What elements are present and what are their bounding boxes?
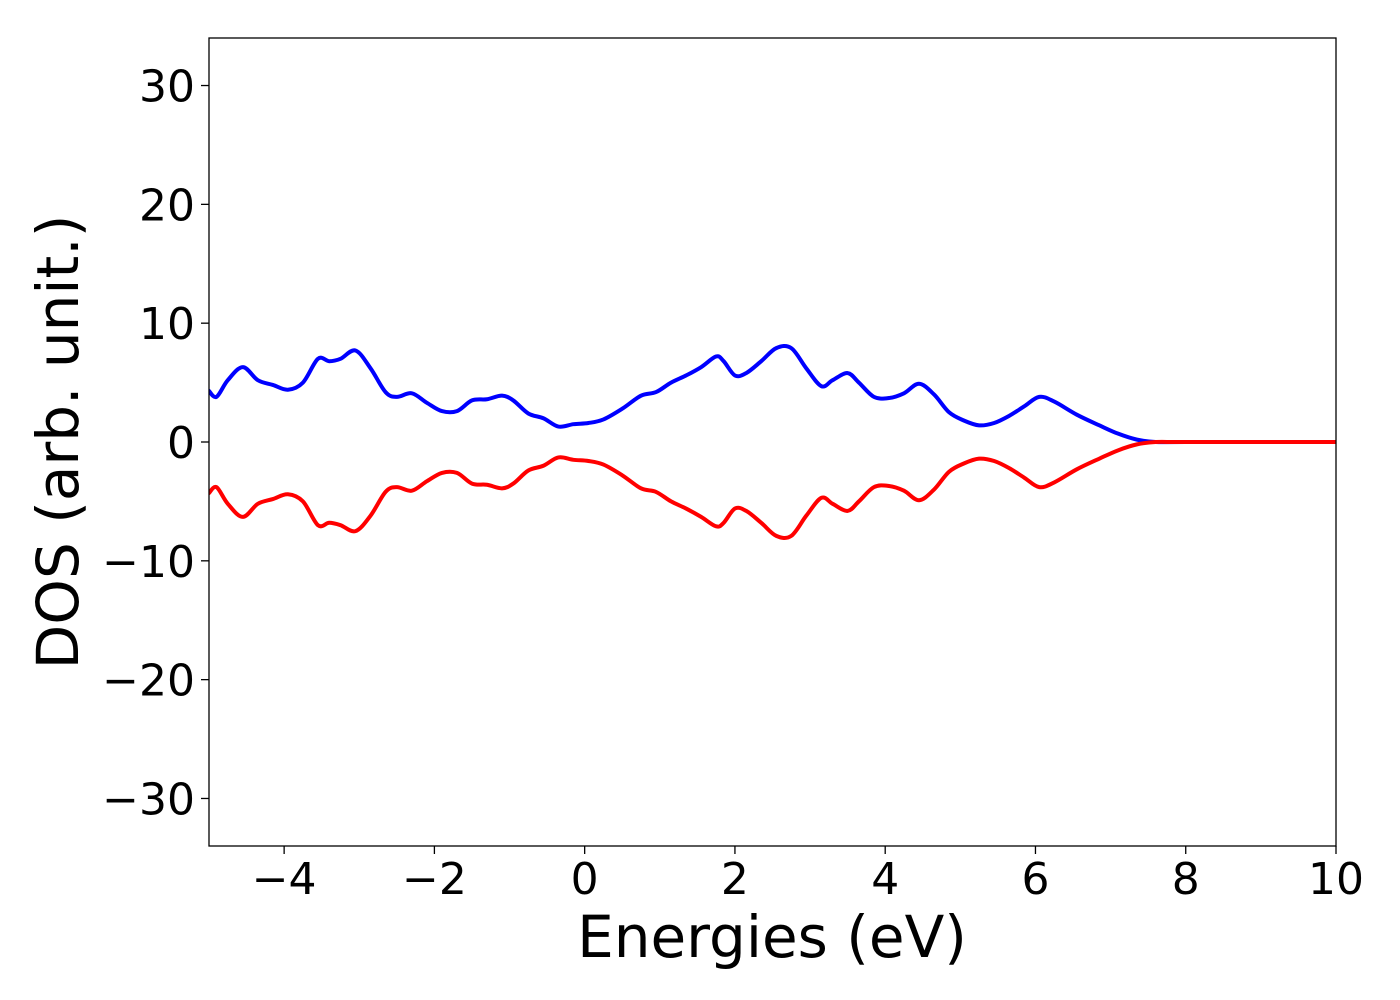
x-tick-label: 10 bbox=[1308, 854, 1364, 905]
y-tick-label: 0 bbox=[167, 418, 195, 469]
x-tick-label: 2 bbox=[721, 854, 749, 905]
x-tick-label: 6 bbox=[1021, 854, 1049, 905]
x-tick-label: 4 bbox=[871, 854, 899, 905]
y-tick-label: 10 bbox=[139, 299, 195, 350]
y-tick-label: −30 bbox=[102, 774, 195, 825]
series-line-spin-down bbox=[209, 439, 1336, 540]
x-tick-label: 0 bbox=[571, 854, 599, 905]
y-axis-ticks: 30 20 10 0 −10 −20 −30 bbox=[102, 62, 209, 825]
x-axis-label: Energies (eV) bbox=[577, 903, 967, 971]
y-tick-label: 20 bbox=[139, 180, 195, 231]
x-tick-label: 8 bbox=[1172, 854, 1200, 905]
x-tick-label: −4 bbox=[252, 854, 317, 905]
y-tick-label: 30 bbox=[139, 62, 195, 113]
y-axis-label: DOS (arb. unit.) bbox=[24, 215, 92, 670]
y-tick-label: −20 bbox=[102, 656, 195, 707]
plot-area bbox=[208, 37, 1337, 847]
y-tick-label: −10 bbox=[102, 537, 195, 588]
series-line-spin-up bbox=[209, 344, 1336, 445]
x-axis-ticks: −4 −2 0 2 4 6 8 10 bbox=[252, 846, 1364, 905]
x-tick-label: −2 bbox=[402, 854, 467, 905]
series-layer bbox=[209, 344, 1336, 540]
